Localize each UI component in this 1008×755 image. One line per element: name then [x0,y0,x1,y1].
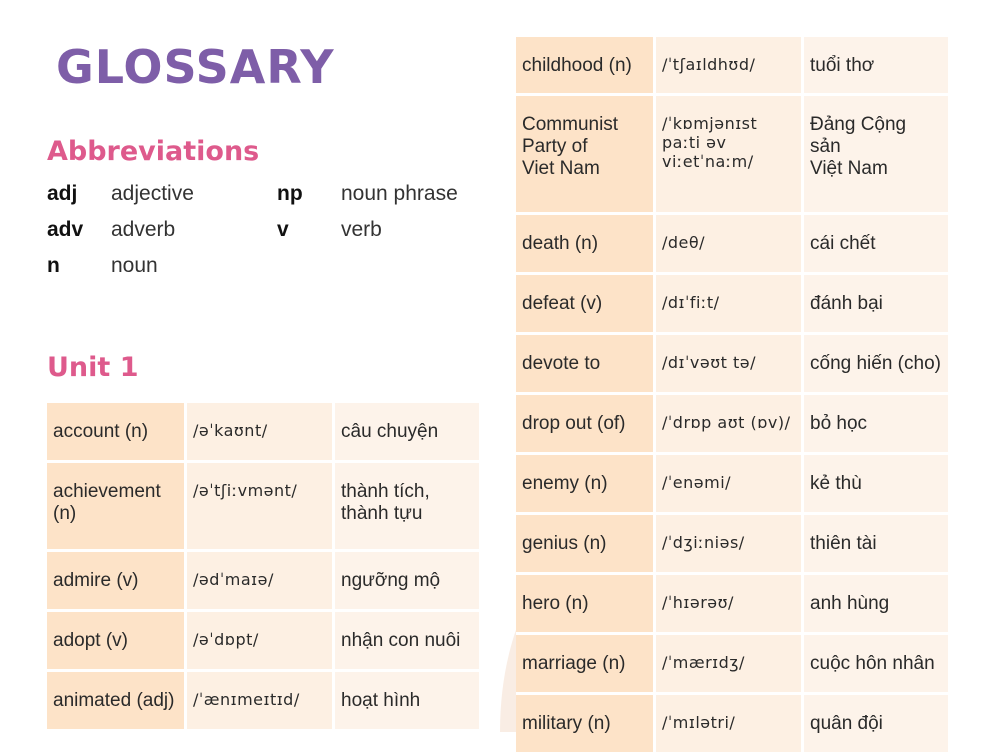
abbreviations-list: adj adjective np noun phrase adv adverb … [47,176,491,284]
ipa-cell: /dɪˈfiːt/ [656,275,804,335]
word-cell: drop out (of) [516,395,656,455]
meaning-cell: thiên tài [804,515,948,575]
word-cell: admire (v) [47,552,187,612]
table-row: genius (n) /ˈdʒiːniəs/ thiên tài [516,515,948,575]
table-row: defeat (v) /dɪˈfiːt/ đánh bại [516,275,948,335]
table-row: devote to /dɪˈvəʊt tə/ cống hiến (cho) [516,335,948,395]
ipa-cell: /ˈmɪlətri/ [656,695,804,755]
meaning-cell: anh hùng [804,575,948,635]
table-row: drop out (of) /ˈdrɒp aʊt (ɒv)/ bỏ học [516,395,948,455]
ipa-cell: /ˈkɒmjənɪst paːti əv viːetˈnaːm/ [656,96,804,215]
ipa-cell: /ədˈmaɪə/ [187,552,335,612]
abbr-key: np [277,182,303,205]
right-glossary-table: childhood (n) /ˈtʃaɪldhʊd/ tuổi thơ Comm… [516,37,948,755]
table-row: marriage (n) /ˈmærɪdʒ/ cuộc hôn nhân [516,635,948,695]
word-cell: defeat (v) [516,275,656,335]
meaning-cell: Đảng Cộng sản Việt Nam [804,96,948,215]
table-row: account (n) /əˈkaʊnt/ câu chuyện [47,403,479,463]
word-cell: death (n) [516,215,656,275]
word-cell: enemy (n) [516,455,656,515]
word-cell: genius (n) [516,515,656,575]
word-cell: devote to [516,335,656,395]
ipa-cell: /əˈdɒpt/ [187,612,335,672]
abbr-key: adj [47,182,78,205]
abbr-value: adjective [111,182,194,205]
ipa-cell: /əˈkaʊnt/ [187,403,335,463]
word-cell: military (n) [516,695,656,755]
meaning-cell: kẻ thù [804,455,948,515]
word-cell: childhood (n) [516,37,656,96]
unit-1-glossary-table: account (n) /əˈkaʊnt/ câu chuyện achieve… [47,403,479,732]
ipa-cell: /ˈmærɪdʒ/ [656,635,804,695]
meaning-cell: cái chết [804,215,948,275]
ipa-cell: /ˈdrɒp aʊt (ɒv)/ [656,395,804,455]
abbr-key: v [277,218,289,241]
meaning-cell: cuộc hôn nhân [804,635,948,695]
ipa-cell: /əˈtʃiːvmənt/ [187,463,335,552]
meaning-cell: quân đội [804,695,948,755]
table-row: Communist Party of Viet Nam /ˈkɒmjənɪst … [516,96,948,215]
abbr-value: verb [341,218,382,241]
abbr-key: n [47,254,60,277]
meaning-cell: ngưỡng mộ [335,552,479,612]
table-row: hero (n) /ˈhɪərəʊ/ anh hùng [516,575,948,635]
ipa-cell: /ˈdʒiːniəs/ [656,515,804,575]
word-cell: hero (n) [516,575,656,635]
ipa-cell: /dɪˈvəʊt tə/ [656,335,804,395]
meaning-cell: đánh bại [804,275,948,335]
table-row: achievement (n) /əˈtʃiːvmənt/ thành tích… [47,463,479,552]
word-cell: adopt (v) [47,612,187,672]
table-row: enemy (n) /ˈenəmi/ kẻ thù [516,455,948,515]
table-row: death (n) /deθ/ cái chết [516,215,948,275]
table-row: childhood (n) /ˈtʃaɪldhʊd/ tuổi thơ [516,37,948,96]
abbr-value: noun [111,254,158,277]
meaning-cell: nhận con nuôi [335,612,479,672]
meaning-cell: bỏ học [804,395,948,455]
ipa-cell: /ˈænɪmeɪtɪd/ [187,672,335,732]
word-cell: animated (adj) [47,672,187,732]
table-row: military (n) /ˈmɪlətri/ quân đội [516,695,948,755]
meaning-cell: thành tích, thành tựu [335,463,479,552]
meaning-cell: tuổi thơ [804,37,948,96]
ipa-cell: /ˈenəmi/ [656,455,804,515]
page-title: GLOSSARY [56,40,335,94]
abbr-key: adv [47,218,84,241]
word-cell: Communist Party of Viet Nam [516,96,656,215]
ipa-cell: /ˈhɪərəʊ/ [656,575,804,635]
abbr-value: noun phrase [341,182,458,205]
table-row: adopt (v) /əˈdɒpt/ nhận con nuôi [47,612,479,672]
ipa-cell: /ˈtʃaɪldhʊd/ [656,37,804,96]
abbr-value: adverb [111,218,176,241]
table-row: animated (adj) /ˈænɪmeɪtɪd/ hoạt hình [47,672,479,732]
meaning-cell: câu chuyện [335,403,479,463]
table-row: admire (v) /ədˈmaɪə/ ngưỡng mộ [47,552,479,612]
word-cell: achievement (n) [47,463,187,552]
ipa-cell: /deθ/ [656,215,804,275]
word-cell: account (n) [47,403,187,463]
unit-1-heading: Unit 1 [47,352,139,383]
meaning-cell: hoạt hình [335,672,479,732]
abbreviations-heading: Abbreviations [47,136,260,167]
meaning-cell: cống hiến (cho) [804,335,948,395]
word-cell: marriage (n) [516,635,656,695]
